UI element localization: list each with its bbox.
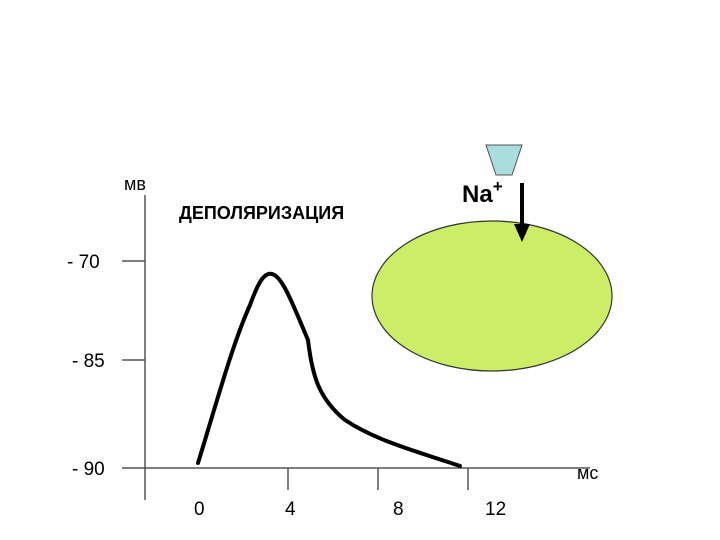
cell-ellipse-icon	[371, 220, 613, 372]
ion-channel-icon	[485, 144, 523, 176]
sodium-ion-label: Na+	[462, 177, 503, 208]
x-tick-label-8: 8	[393, 499, 404, 520]
potential-curve	[196, 271, 462, 468]
y-tick-label-85: - 85	[72, 351, 105, 372]
x-tick-label-4: 4	[285, 499, 296, 520]
down-arrow-icon	[514, 224, 530, 242]
y-axis-unit-label: мв	[124, 174, 146, 194]
x-axis-unit-label: мс	[577, 463, 598, 483]
x-tick-label-0: 0	[194, 499, 205, 520]
sodium-ion-symbol: Na	[462, 181, 493, 208]
sodium-ion-charge: +	[493, 177, 503, 196]
y-tick-label-70: - 70	[67, 252, 100, 273]
x-tick-label-12: 12	[485, 499, 506, 520]
y-tick-label-90: - 90	[72, 459, 105, 480]
depolarization-title: ДЕПОЛЯРИЗАЦИЯ	[179, 203, 344, 223]
